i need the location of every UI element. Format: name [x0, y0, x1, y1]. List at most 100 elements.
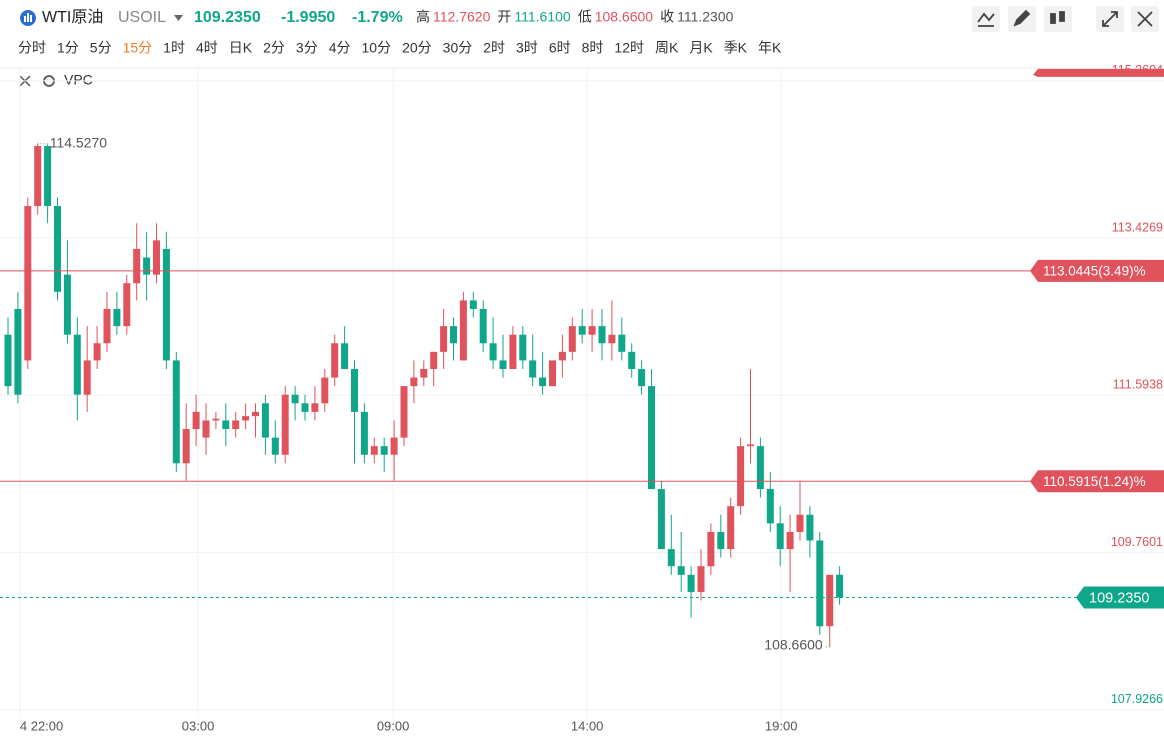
period-tab[interactable]: 分时	[18, 40, 46, 56]
stat-value: 111.6100	[514, 9, 571, 25]
candle-body	[776, 523, 784, 550]
candle-body	[687, 574, 695, 592]
symbol-code[interactable]: USOIL	[118, 9, 166, 26]
period-tab[interactable]: 周K	[655, 40, 679, 56]
candle-body	[123, 283, 131, 327]
candle-body	[756, 446, 764, 490]
close-icon	[1137, 11, 1153, 27]
stat-value: 108.6600	[595, 9, 654, 25]
candle-body	[717, 531, 725, 550]
candle-body	[638, 368, 646, 387]
x-tick-label: 03:00	[182, 718, 215, 733]
tool-button[interactable]	[972, 6, 1000, 32]
candle-body	[242, 416, 250, 421]
candle-body	[153, 240, 160, 275]
period-tab[interactable]: 1分	[57, 40, 79, 56]
current-price-label: 109.2350	[1089, 590, 1149, 606]
candle-body	[707, 531, 715, 567]
price-tag	[1030, 470, 1164, 493]
change: -1.9950	[281, 9, 335, 26]
period-tab[interactable]: 30分	[443, 40, 473, 56]
candle-body	[380, 446, 388, 455]
candle-body	[677, 566, 685, 575]
price: 109.2350	[194, 9, 261, 26]
candle-body	[212, 418, 220, 421]
line-icon	[977, 12, 995, 23]
stat-value: 111.2300	[677, 9, 734, 25]
period-tab[interactable]: 4分	[329, 40, 351, 56]
x-tick-label: 4 22:00	[20, 718, 63, 733]
candle-body	[113, 308, 121, 327]
candle-body	[44, 146, 52, 207]
candle-body	[648, 386, 655, 490]
candle-body	[509, 334, 517, 369]
period-tab[interactable]: 10分	[362, 40, 392, 56]
period-tab[interactable]: 1时	[163, 40, 185, 56]
candle-body	[351, 368, 358, 412]
candle-body	[192, 411, 200, 430]
price-tag	[1030, 259, 1164, 282]
dropdown-arrow[interactable]	[174, 15, 183, 21]
period-tab[interactable]: 8时	[582, 40, 604, 56]
candle-body	[54, 206, 61, 292]
period-tab[interactable]: 2时	[483, 40, 505, 56]
period-tab[interactable]: 月K	[689, 40, 713, 56]
candle-body	[281, 394, 289, 455]
candle-body	[172, 360, 180, 464]
period-tab[interactable]: 2分	[263, 40, 285, 56]
period-tab[interactable]: 年K	[758, 40, 782, 56]
period-tab[interactable]: 日K	[229, 40, 253, 56]
candle-body	[450, 326, 457, 344]
candle-body	[390, 437, 398, 455]
candle-body	[232, 420, 240, 430]
candle-body	[331, 343, 339, 378]
candle-body	[430, 351, 438, 369]
candle-body	[747, 444, 754, 447]
candle-body	[34, 146, 42, 207]
candle-body	[727, 506, 735, 550]
period-tab[interactable]: 6时	[549, 40, 571, 56]
candle-body	[608, 334, 616, 344]
candle-icon	[1050, 13, 1056, 24]
annotation-label: 114.5270	[50, 134, 108, 150]
period-tab[interactable]: 4时	[196, 40, 218, 56]
candle-body	[826, 574, 834, 627]
annotation-label: 108.6600	[764, 637, 823, 653]
candle-body	[628, 351, 636, 369]
period-tab[interactable]: 3时	[516, 40, 538, 56]
candle-body	[479, 308, 487, 344]
candle-body	[202, 420, 210, 438]
candle-body	[133, 248, 141, 284]
candle-body	[697, 566, 705, 592]
candle-body	[360, 411, 368, 455]
period-tab[interactable]: 3分	[296, 40, 318, 56]
tool-button[interactable]	[1044, 6, 1072, 32]
candle-body	[261, 403, 269, 438]
candle-body	[311, 403, 319, 412]
candle-body	[410, 377, 418, 387]
price-tag-label: 113.0445(3.49)%	[1043, 263, 1146, 278]
candle-body	[271, 437, 279, 455]
period-tab[interactable]: 季K	[724, 40, 748, 56]
candle-body	[836, 574, 844, 598]
candle-body	[598, 326, 606, 344]
stat-value: 112.7620	[433, 9, 491, 25]
period-tab[interactable]: 5分	[90, 40, 112, 56]
candle-body	[301, 403, 309, 412]
candle-body	[370, 446, 378, 455]
candle-body	[766, 489, 774, 524]
candle-body	[83, 360, 91, 395]
candle-body	[786, 531, 794, 550]
candle-body	[529, 360, 537, 378]
candle-body	[519, 334, 527, 361]
candle-body	[489, 343, 497, 361]
candle-body	[618, 334, 626, 352]
stat-label: 开	[497, 9, 511, 25]
candle-body	[73, 334, 81, 395]
period-tab[interactable]: 12时	[614, 40, 644, 56]
period-tab[interactable]: 20分	[402, 40, 432, 56]
period-tab[interactable]: 15分	[123, 40, 153, 56]
candle-body	[420, 368, 428, 378]
x-tick-label: 09:00	[377, 718, 410, 733]
